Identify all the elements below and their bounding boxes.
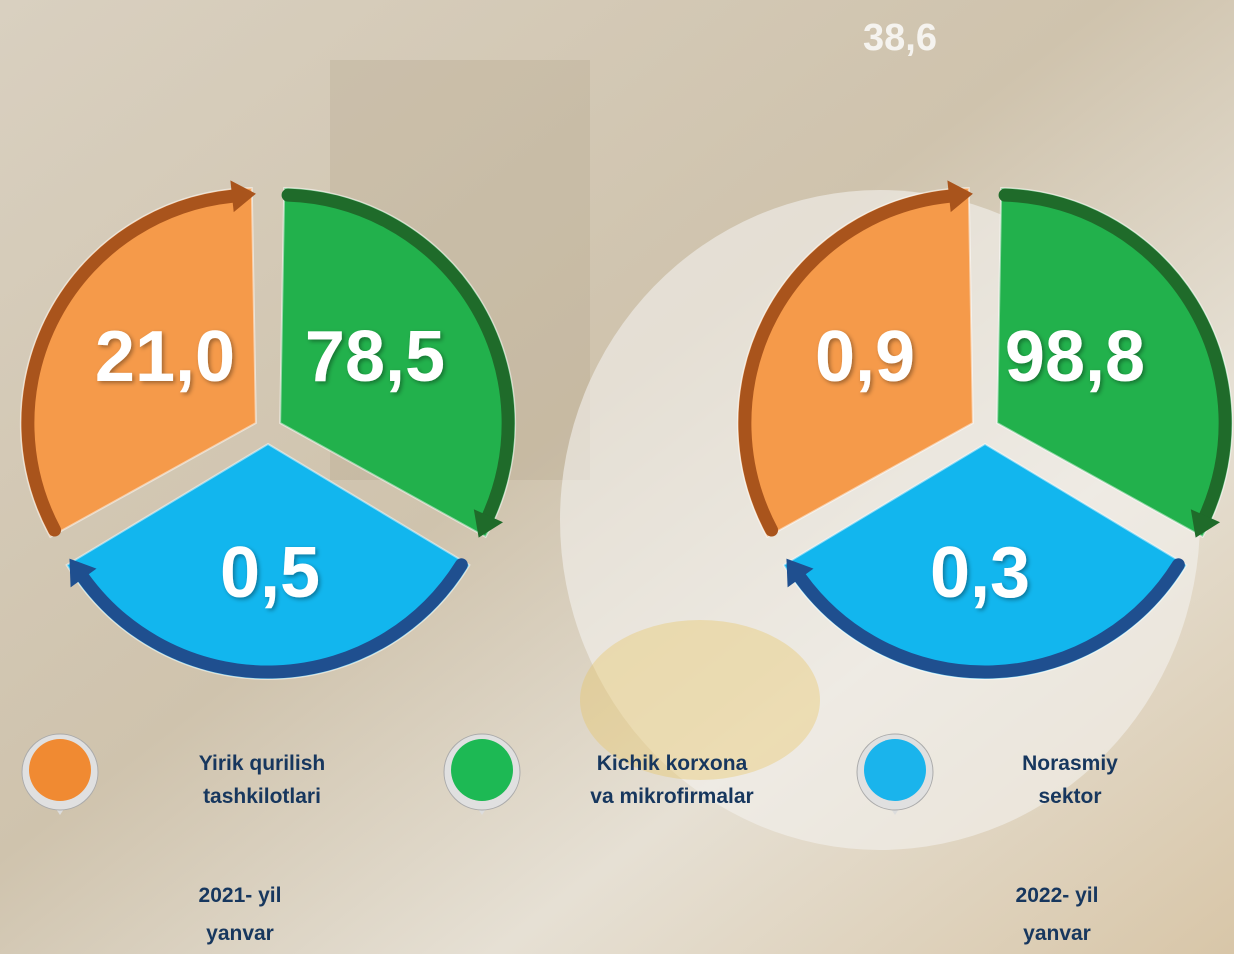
period-label: yanvar (1023, 922, 1091, 945)
legend-label: sektor (1038, 785, 1101, 808)
segment-value: 78,5 (305, 317, 445, 397)
wheel-arrow (738, 189, 956, 537)
arrow-head (947, 180, 973, 213)
segment-value: 0,9 (815, 317, 915, 397)
wheel-arrow (794, 558, 1185, 679)
segment-value: 0,5 (220, 533, 320, 613)
arrow-head (69, 558, 97, 588)
wheel-segment (782, 442, 1188, 680)
legend-label: Norasmiy (1022, 752, 1118, 775)
legend-marker (856, 733, 934, 815)
legend-label: Kichik korxona (597, 752, 748, 775)
segment-value: 0,3 (930, 533, 1030, 613)
background-helmet (580, 620, 820, 780)
legend-label: tashkilotlari (203, 785, 321, 808)
period-label: 2021- yil (199, 884, 282, 907)
legend-marker (443, 733, 521, 815)
legend: Yirik qurilish tashkilotlari Kichik korx… (21, 733, 1118, 815)
period-label: 2022- yil (1016, 884, 1099, 907)
wheel-arrow (281, 188, 515, 523)
arrow-head (786, 558, 814, 588)
segment-value: 98,8 (1005, 317, 1145, 397)
segment-value: 21,0 (95, 317, 235, 397)
wheel-arrow (77, 558, 468, 679)
period-label: yanvar (206, 922, 274, 945)
wheel-segment (65, 442, 471, 680)
arrow-head (230, 180, 256, 213)
wheel-arrow (21, 189, 239, 537)
wheel-arrow (998, 188, 1232, 523)
legend-label: Yirik qurilish (199, 752, 325, 775)
legend-label: va mikrofirmalar (590, 785, 753, 808)
arrow-head (473, 509, 504, 538)
legend-marker (21, 733, 99, 815)
faint-number: 38,6 (863, 17, 937, 59)
arrow-head (1190, 509, 1221, 538)
wheels (19, 180, 1234, 680)
